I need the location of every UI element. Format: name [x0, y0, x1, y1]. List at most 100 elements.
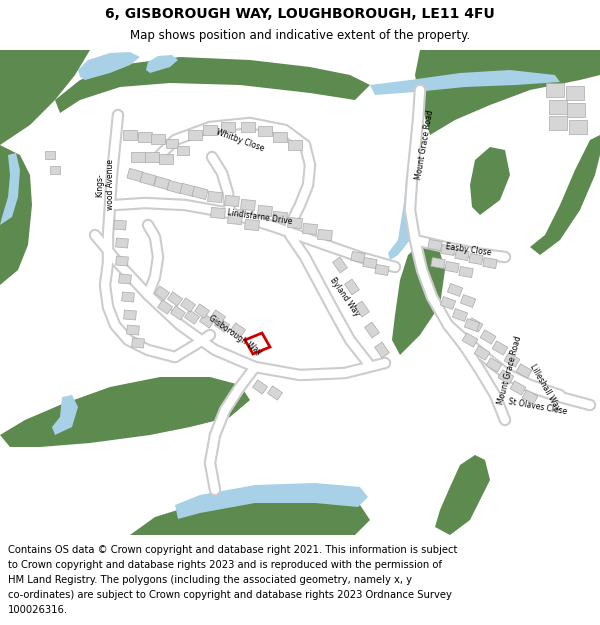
Polygon shape: [0, 153, 20, 225]
Polygon shape: [215, 318, 229, 332]
Polygon shape: [498, 370, 514, 384]
Polygon shape: [445, 261, 459, 272]
Bar: [567, 103, 585, 117]
Polygon shape: [208, 191, 223, 202]
Polygon shape: [78, 52, 140, 80]
Polygon shape: [440, 296, 455, 309]
Polygon shape: [455, 249, 469, 261]
Polygon shape: [435, 455, 490, 535]
Polygon shape: [344, 279, 359, 295]
Text: 100026316.: 100026316.: [8, 605, 68, 615]
Text: Map shows position and indicative extent of the property.: Map shows position and indicative extent…: [130, 29, 470, 42]
Bar: [138, 132, 152, 142]
Polygon shape: [504, 353, 520, 367]
Polygon shape: [211, 208, 226, 219]
Polygon shape: [452, 309, 467, 321]
Bar: [549, 100, 567, 114]
Polygon shape: [227, 213, 242, 224]
Polygon shape: [268, 386, 283, 400]
Polygon shape: [181, 298, 196, 312]
Text: Lindisfarne Drive: Lindisfarne Drive: [227, 208, 293, 226]
Polygon shape: [245, 219, 259, 231]
Bar: [241, 122, 255, 132]
Text: Whitby Close: Whitby Close: [215, 127, 265, 153]
Bar: [273, 132, 287, 142]
Polygon shape: [492, 341, 508, 355]
Text: Byland Way: Byland Way: [328, 276, 362, 318]
Polygon shape: [317, 229, 332, 241]
Bar: [221, 122, 235, 132]
Bar: [166, 139, 178, 148]
Text: Contains OS data © Crown copyright and database right 2021. This information is : Contains OS data © Crown copyright and d…: [8, 545, 457, 555]
Polygon shape: [470, 147, 510, 215]
Bar: [188, 130, 202, 140]
Bar: [203, 125, 217, 135]
Text: Mount Grace Road: Mount Grace Road: [415, 109, 436, 181]
Polygon shape: [480, 330, 496, 344]
Bar: [45, 151, 55, 159]
Polygon shape: [113, 220, 127, 230]
Polygon shape: [52, 395, 78, 435]
Polygon shape: [119, 274, 131, 284]
Polygon shape: [0, 377, 250, 447]
Polygon shape: [200, 314, 214, 328]
Polygon shape: [194, 304, 209, 318]
Polygon shape: [253, 380, 268, 394]
Polygon shape: [486, 358, 502, 372]
Polygon shape: [441, 244, 455, 256]
Polygon shape: [224, 196, 239, 207]
Polygon shape: [230, 323, 245, 337]
Bar: [177, 146, 189, 154]
Polygon shape: [0, 50, 90, 145]
Polygon shape: [516, 364, 532, 378]
Polygon shape: [55, 57, 370, 113]
Text: St Olaves Close: St Olaves Close: [508, 398, 568, 417]
Polygon shape: [448, 284, 463, 296]
Polygon shape: [467, 318, 483, 332]
Polygon shape: [272, 211, 287, 222]
Polygon shape: [483, 258, 497, 269]
Polygon shape: [460, 294, 476, 308]
Polygon shape: [155, 286, 169, 300]
Polygon shape: [392, 240, 445, 355]
Text: Lilleshall Way: Lilleshall Way: [528, 362, 562, 412]
Polygon shape: [130, 495, 370, 535]
Polygon shape: [388, 180, 415, 260]
Polygon shape: [302, 223, 317, 234]
Bar: [159, 154, 173, 164]
Polygon shape: [185, 310, 199, 324]
Bar: [566, 86, 584, 100]
Polygon shape: [170, 306, 185, 320]
Polygon shape: [332, 257, 347, 273]
Polygon shape: [211, 310, 226, 324]
Polygon shape: [154, 176, 170, 189]
Polygon shape: [131, 338, 145, 348]
Polygon shape: [522, 390, 538, 404]
Text: Easby Close: Easby Close: [445, 242, 491, 258]
Polygon shape: [374, 342, 389, 358]
Polygon shape: [469, 254, 483, 264]
Text: Kings-
wood Avenue: Kings- wood Avenue: [95, 159, 115, 211]
Polygon shape: [351, 251, 365, 262]
Polygon shape: [124, 310, 136, 320]
Polygon shape: [462, 333, 478, 347]
Polygon shape: [415, 50, 600, 135]
Polygon shape: [127, 325, 139, 335]
Bar: [131, 152, 145, 162]
Polygon shape: [431, 258, 445, 269]
Polygon shape: [175, 483, 368, 519]
Polygon shape: [375, 264, 389, 276]
Text: 6, GISBOROUGH WAY, LOUGHBOROUGH, LE11 4FU: 6, GISBOROUGH WAY, LOUGHBOROUGH, LE11 4F…: [105, 7, 495, 21]
Text: to Crown copyright and database rights 2023 and is reproduced with the permissio: to Crown copyright and database rights 2…: [8, 560, 442, 570]
Polygon shape: [241, 199, 256, 211]
Text: HM Land Registry. The polygons (including the associated geometry, namely x, y: HM Land Registry. The polygons (includin…: [8, 575, 412, 585]
Polygon shape: [287, 217, 302, 229]
Polygon shape: [158, 300, 172, 314]
Polygon shape: [474, 346, 490, 360]
Polygon shape: [257, 206, 272, 217]
Polygon shape: [116, 256, 128, 266]
Polygon shape: [365, 322, 379, 338]
Polygon shape: [192, 186, 208, 199]
Text: Gisborough Way: Gisborough Way: [207, 313, 263, 357]
Polygon shape: [363, 258, 377, 269]
